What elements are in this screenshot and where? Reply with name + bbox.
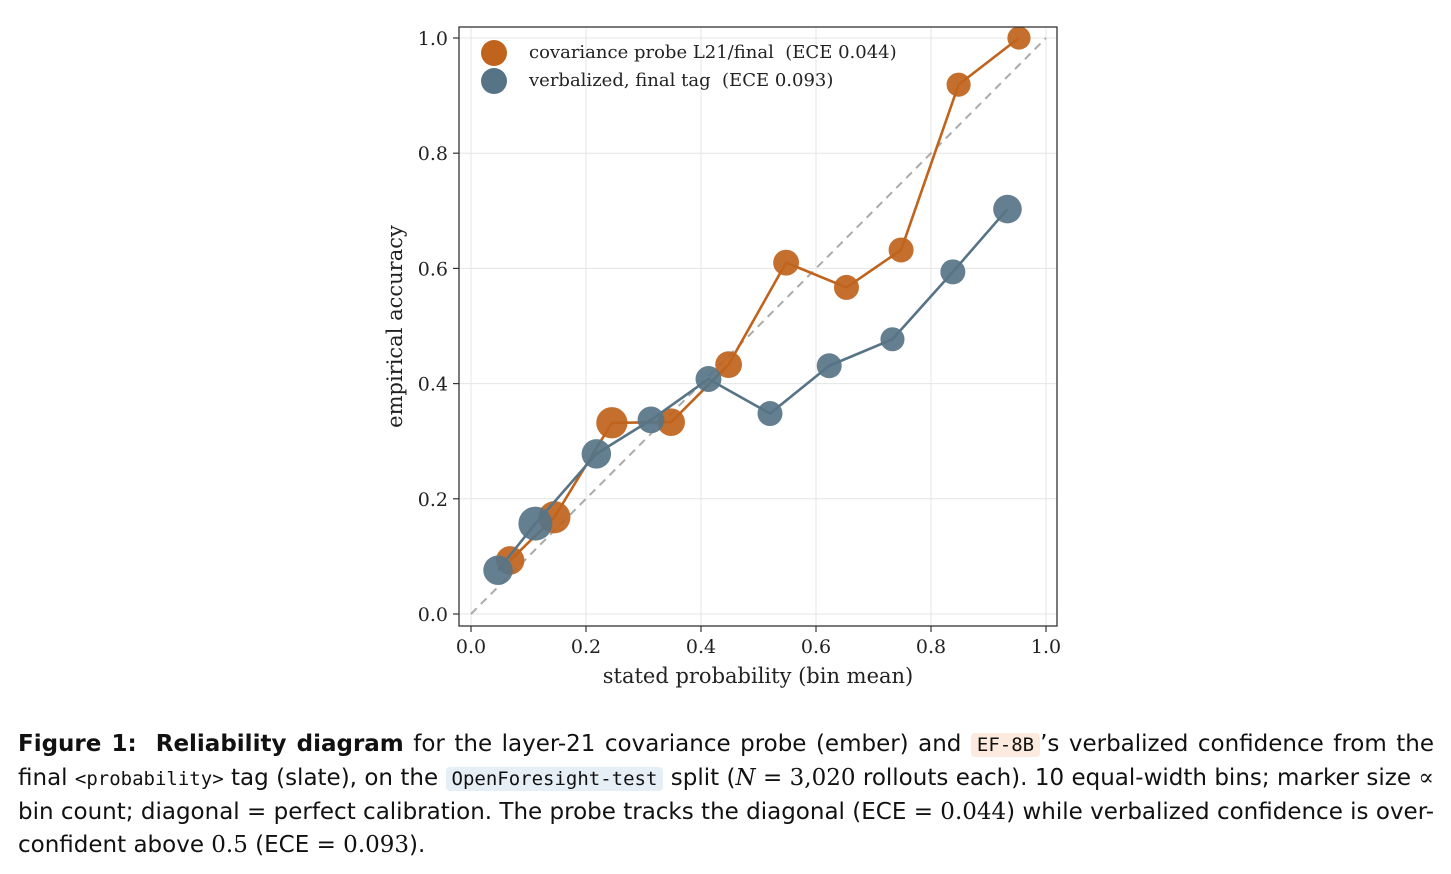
equals-symbol: =: [247, 799, 267, 825]
ece-probe-value: 0.044: [932, 799, 1007, 825]
model-name-code: EF-8B: [970, 733, 1041, 757]
reliability-chart: 0.0 0.2 0.4 0.6 0.8 1.0 0.0 0.2 0.4 0.6 0.8 1.0 st…: [383, 26, 1061, 688]
x-tick-label: 1.0: [1031, 636, 1061, 658]
legend-marker-verbalized: [481, 68, 507, 94]
data-point: [888, 237, 914, 263]
caption-text: for the layer-21 covariance probe (ember…: [403, 731, 971, 757]
data-point: [581, 439, 612, 469]
data-point: [637, 406, 665, 434]
caption-text: ).: [409, 832, 426, 858]
data-point: [773, 249, 800, 276]
caption-text: split (: [663, 765, 736, 791]
legend-label-verbalized: verbalized, final tag (ECE 0.093): [528, 70, 833, 91]
series-layer: [483, 26, 1031, 585]
series-0: [495, 26, 1031, 575]
caption-text: (ECE: [247, 832, 317, 858]
caption-text: bin count; diagonal: [18, 799, 247, 825]
caption-text: ) while verbalized confidence is over-co…: [18, 799, 1434, 858]
threshold-value: 0.5: [211, 832, 248, 858]
x-tick-label: 0.4: [686, 636, 716, 658]
plot-frame: [458, 26, 1058, 627]
figure-caption: Figure 1: Reliability diagram for the la…: [18, 728, 1434, 862]
series-1: [483, 194, 1022, 585]
perfect-calibration-diagonal: [470, 37, 1047, 615]
y-tick-label: 0.6: [418, 258, 448, 280]
y-tick-label: 1.0: [418, 28, 448, 50]
caption-text: perfect calibration. The probe tracks th…: [266, 799, 914, 825]
caption-text: tag (slate), on the: [223, 765, 446, 791]
data-point: [940, 259, 966, 285]
y-axis-ticks: 0.0 0.2 0.4 0.6 0.8 1.0: [418, 28, 459, 626]
series-line: [497, 208, 1009, 572]
x-tick-label: 0.2: [571, 636, 601, 658]
math-n: N: [735, 765, 756, 791]
caption-label: Figure 1:: [18, 731, 137, 757]
legend-label-probe: covariance probe L21/final (ECE 0.044): [529, 42, 897, 63]
probability-tag-code: <probability>: [74, 768, 224, 790]
x-axis-ticks: 0.0 0.2 0.4 0.6 0.8 1.0: [456, 626, 1061, 658]
caption-text: rollouts each). 10 equal-width bins; mar…: [855, 765, 1419, 791]
data-point: [993, 194, 1022, 224]
y-tick-label: 0.0: [418, 604, 448, 626]
y-axis-label: empirical accuracy: [383, 225, 407, 428]
data-point: [483, 555, 513, 585]
data-point: [833, 274, 859, 300]
data-point: [657, 408, 685, 437]
x-tick-label: 0.8: [916, 636, 946, 658]
caption-text: ’s verbalized confidence from the final: [18, 731, 1435, 791]
data-point: [757, 401, 783, 427]
data-point: [816, 353, 842, 379]
y-tick-label: 0.8: [418, 143, 448, 165]
data-point: [596, 407, 628, 439]
caption-title: Reliability diagram: [155, 731, 404, 757]
x-axis-label: stated probability (bin mean): [603, 664, 914, 688]
dataset-code: OpenForesight-test: [445, 767, 664, 791]
y-tick-label: 0.4: [418, 374, 448, 396]
data-point: [518, 506, 553, 541]
x-tick-label: 0.0: [456, 636, 486, 658]
legend: covariance probe L21/final (ECE 0.044) v…: [481, 40, 897, 94]
ece-verbalized-value: 0.093: [335, 832, 410, 858]
data-point: [715, 351, 742, 378]
data-point: [1007, 26, 1031, 50]
equals-symbol: =: [913, 799, 933, 825]
y-tick-label: 0.2: [418, 489, 448, 511]
data-point: [880, 327, 905, 352]
proportional-symbol: ∝: [1418, 765, 1434, 791]
x-tick-label: 0.6: [801, 636, 831, 658]
equals-symbol: =: [316, 832, 336, 858]
math-n-value: = 3,020: [755, 765, 856, 791]
data-point: [946, 72, 971, 97]
legend-marker-probe: [481, 40, 507, 66]
data-point: [695, 366, 722, 392]
